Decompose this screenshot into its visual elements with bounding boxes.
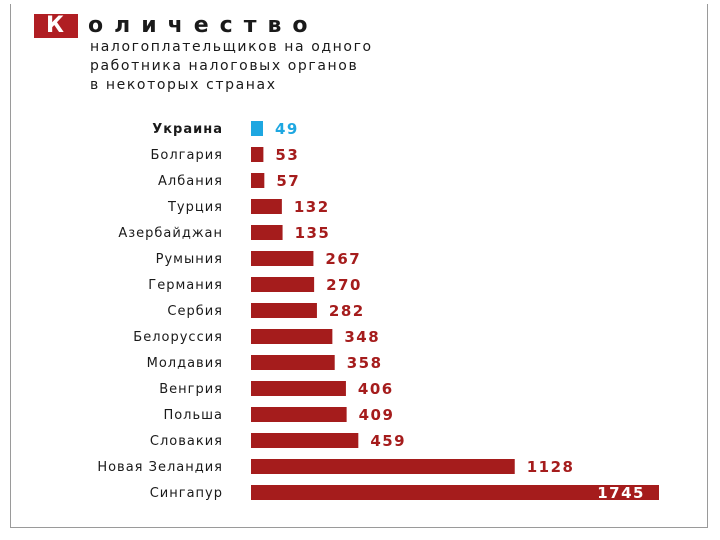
category-label: Молдавия (147, 356, 223, 371)
category-label: Белоруссия (133, 330, 223, 345)
category-label: Сербия (167, 304, 223, 319)
title-word: оличество (88, 13, 319, 38)
category-label: Венгрия (159, 382, 223, 397)
bar (251, 329, 333, 344)
value-label: 358 (347, 354, 383, 372)
bar (251, 381, 346, 396)
value-label: 1128 (527, 458, 575, 476)
value-label: 282 (329, 302, 365, 320)
bar (251, 277, 315, 292)
value-label: 57 (276, 172, 300, 190)
bar (251, 147, 264, 162)
bar (251, 121, 263, 136)
bar (251, 251, 314, 266)
category-label: Албания (158, 174, 223, 189)
category-label: Азербайджан (118, 226, 223, 241)
value-label: 53 (275, 146, 299, 164)
value-label: 132 (294, 198, 330, 216)
bar (251, 199, 282, 214)
chart-frame (10, 4, 708, 528)
category-label: Румыния (156, 252, 223, 267)
bar (251, 407, 347, 422)
bar (251, 485, 659, 500)
subtitle-line-1: налогоплательщиков на одного (90, 39, 373, 55)
bar (251, 355, 335, 370)
title-initial-letter: К (46, 13, 65, 38)
value-label: 348 (344, 328, 380, 346)
subtitle-line-3: в некоторых странах (90, 77, 277, 93)
value-label: 135 (295, 224, 331, 242)
chart-subtitle: налогоплательщиков на одного работника н… (90, 38, 530, 95)
category-label: Турция (167, 200, 223, 215)
category-label: Германия (148, 278, 223, 293)
bar (251, 303, 317, 318)
category-label: Сингапур (150, 486, 223, 501)
category-label: Польша (163, 408, 223, 423)
bar (251, 173, 265, 188)
bar (251, 225, 283, 240)
value-label: 406 (358, 380, 394, 398)
category-label: Словакия (150, 434, 223, 449)
value-label: 270 (326, 276, 362, 294)
subtitle-line-2: работника налоговых органов (90, 58, 359, 74)
value-label: 1745 (597, 484, 645, 502)
bar (251, 459, 515, 474)
category-label: Болгария (151, 148, 224, 163)
category-label: Новая Зеландия (97, 460, 223, 475)
value-label: 409 (359, 406, 395, 424)
title-initial-box (34, 14, 78, 38)
value-label: 267 (325, 250, 361, 268)
value-label: 49 (275, 120, 299, 138)
value-label: 459 (370, 432, 406, 450)
bar (251, 433, 359, 448)
category-label: Украина (152, 122, 223, 137)
